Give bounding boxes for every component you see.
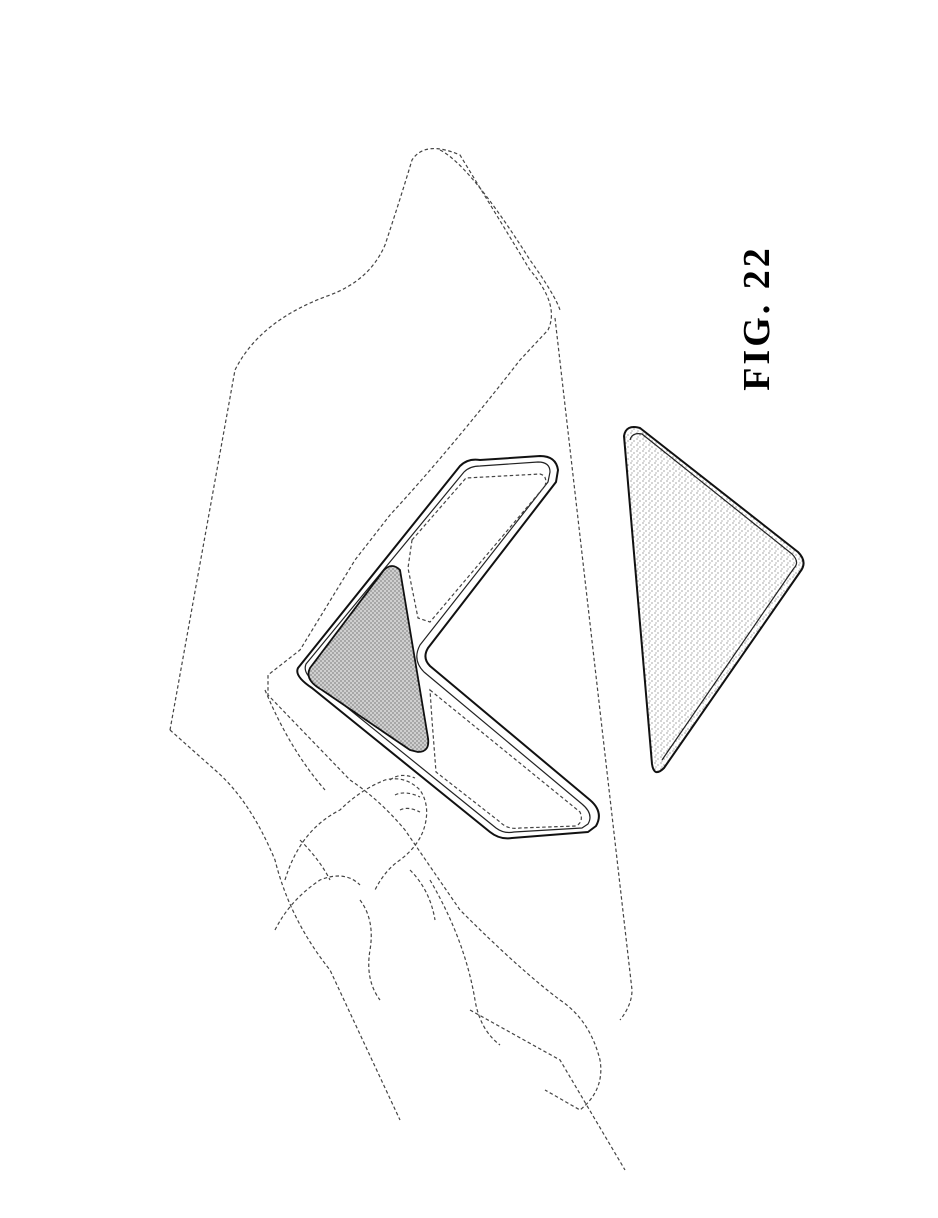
hand-outline — [275, 775, 435, 1000]
triangle-mat — [624, 427, 804, 772]
figure-label: FIG. 22 — [735, 245, 779, 391]
v-tray — [297, 456, 599, 838]
